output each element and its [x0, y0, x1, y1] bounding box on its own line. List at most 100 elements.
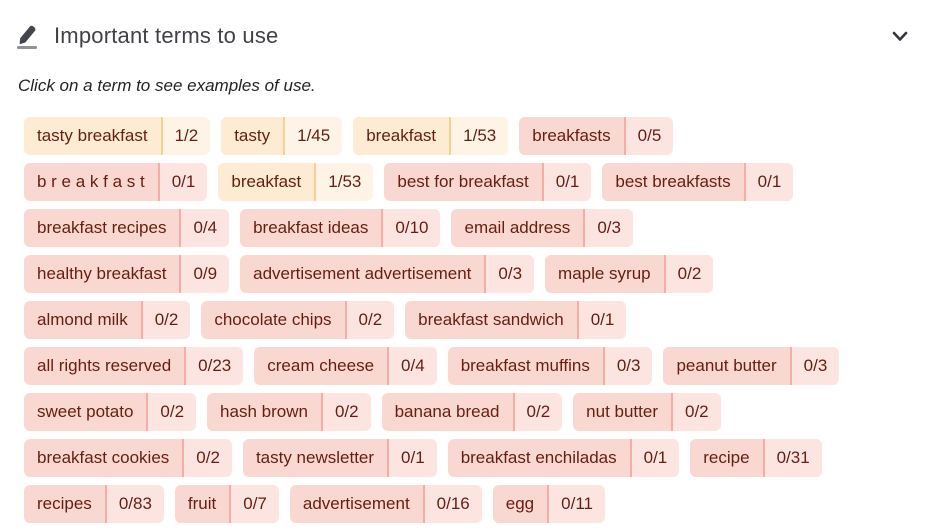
- term-label: banana bread: [381, 393, 513, 431]
- term-chip[interactable]: breakfast ideas 0/10: [240, 209, 441, 247]
- term-chip[interactable]: best for breakfast 0/1: [384, 163, 592, 201]
- term-count: 0/2: [182, 439, 232, 477]
- term-label: best for breakfast: [384, 163, 542, 201]
- term-count: 0/4: [179, 209, 230, 247]
- term-count: 0/1: [387, 439, 437, 477]
- term-count: 0/3: [583, 209, 633, 247]
- term-label: best breakfasts: [602, 163, 744, 201]
- term-count: 0/1: [541, 163, 592, 201]
- term-label: almond milk: [24, 301, 141, 339]
- chevron-down-icon[interactable]: [886, 22, 914, 50]
- term-chip[interactable]: hash brown 0/2: [207, 393, 371, 431]
- term-label: recipe: [690, 439, 763, 477]
- term-chip[interactable]: banana bread 0/2: [381, 393, 563, 431]
- term-count: 1/53: [314, 163, 374, 201]
- term-chip[interactable]: chocolate chips 0/2: [201, 301, 395, 339]
- term-label: hash brown: [207, 393, 321, 431]
- term-count: 0/1: [629, 439, 680, 477]
- term-chip[interactable]: breakfasts 0/5: [519, 117, 674, 155]
- term-chip[interactable]: nut butter 0/2: [573, 393, 721, 431]
- term-chip[interactable]: breakfast sandwich 0/1: [405, 301, 627, 339]
- term-chip[interactable]: best breakfasts 0/1: [602, 163, 794, 201]
- term-count: 0/3: [602, 347, 653, 385]
- term-label: b r e a k f a s t: [24, 163, 158, 201]
- term-count: 0/2: [320, 393, 371, 431]
- term-row: sweet potato 0/2 hash brown 0/2 banana bread…: [24, 393, 916, 431]
- term-chip[interactable]: maple syrup 0/2: [545, 255, 714, 293]
- term-count: 0/31: [762, 439, 822, 477]
- term-label: breakfast recipes: [24, 209, 180, 247]
- term-chip[interactable]: tasty newsletter 0/1: [242, 439, 437, 477]
- term-label: breakfast: [218, 163, 315, 201]
- term-chip[interactable]: breakfast cookies 0/2: [24, 439, 232, 477]
- term-label: breakfast muffins: [447, 347, 603, 385]
- term-chip[interactable]: peanut butter 0/3: [663, 347, 840, 385]
- term-label: tasty: [221, 117, 284, 155]
- term-chip[interactable]: breakfast enchiladas 0/1: [447, 439, 680, 477]
- term-count: 0/1: [157, 163, 208, 201]
- term-chip[interactable]: advertisement advertisement 0/3: [240, 255, 535, 293]
- term-count: 1/53: [449, 117, 509, 155]
- term-label: advertisement: [289, 485, 423, 523]
- term-row: breakfast cookies 0/2 tasty newsletter 0/1 b…: [24, 439, 916, 477]
- term-row: b r e a k f a s t 0/1 breakfast 1/53 best fo…: [24, 163, 916, 201]
- term-label: nut butter: [573, 393, 671, 431]
- term-count: 0/2: [663, 255, 714, 293]
- term-chip[interactable]: recipe 0/31: [690, 439, 822, 477]
- term-row: all rights reserved 0/23 cream cheese 0/4 br…: [24, 347, 916, 385]
- term-label: breakfast cookies: [24, 439, 183, 477]
- term-label: healthy breakfast: [24, 255, 180, 293]
- term-chip[interactable]: fruit 0/7: [174, 485, 279, 523]
- term-count: 0/2: [140, 301, 191, 339]
- term-chip[interactable]: breakfast recipes 0/4: [24, 209, 230, 247]
- panel-title: Important terms to use: [54, 23, 279, 48]
- pencil-icon: [14, 23, 40, 49]
- terms-list: tasty breakfast 1/2 tasty 1/45 breakfast 1/53…: [0, 96, 930, 523]
- term-chip[interactable]: tasty breakfast 1/2: [24, 117, 211, 155]
- term-chip[interactable]: breakfast muffins 0/3: [447, 347, 653, 385]
- term-count: 0/9: [179, 255, 230, 293]
- term-label: chocolate chips: [201, 301, 345, 339]
- term-chip[interactable]: cream cheese 0/4: [254, 347, 437, 385]
- term-chip[interactable]: egg 0/11: [492, 485, 605, 523]
- term-count: 0/2: [344, 301, 395, 339]
- term-count: 1/45: [283, 117, 343, 155]
- instruction-text: Click on a term to see examples of use.: [18, 76, 316, 95]
- term-chip[interactable]: breakfast 1/53: [218, 163, 374, 201]
- term-label: recipes: [24, 485, 105, 523]
- term-label: peanut butter: [663, 347, 790, 385]
- term-chip[interactable]: advertisement 0/16: [289, 485, 482, 523]
- term-row: almond milk 0/2 chocolate chips 0/2 breakfas…: [24, 301, 916, 339]
- term-label: breakfasts: [519, 117, 624, 155]
- term-chip[interactable]: tasty 1/45: [221, 117, 343, 155]
- term-row: recipes 0/83 fruit 0/7 advertisement 0/16 egg 0…: [24, 485, 916, 523]
- term-count: 0/2: [670, 393, 721, 431]
- term-chip[interactable]: sweet potato 0/2: [24, 393, 197, 431]
- term-count: 0/4: [387, 347, 437, 385]
- term-chip[interactable]: healthy breakfast 0/9: [24, 255, 230, 293]
- term-label: email address: [451, 209, 584, 247]
- term-label: sweet potato: [24, 393, 147, 431]
- term-row: tasty breakfast 1/2 tasty 1/45 breakfast 1/53…: [24, 117, 916, 155]
- term-count: 0/3: [789, 347, 840, 385]
- term-chip[interactable]: recipes 0/83: [24, 485, 164, 523]
- term-count: 0/1: [576, 301, 627, 339]
- term-chip[interactable]: all rights reserved 0/23: [24, 347, 244, 385]
- term-count: 0/83: [104, 485, 164, 523]
- term-chip[interactable]: breakfast 1/53: [353, 117, 509, 155]
- term-label: breakfast sandwich: [405, 301, 577, 339]
- term-count: 0/5: [623, 117, 674, 155]
- term-label: cream cheese: [254, 347, 388, 385]
- term-count: 0/16: [422, 485, 482, 523]
- term-label: tasty breakfast: [24, 117, 161, 155]
- term-count: 0/10: [381, 209, 441, 247]
- term-chip[interactable]: b r e a k f a s t 0/1: [24, 163, 208, 201]
- term-label: egg: [492, 485, 548, 523]
- panel-header: Important terms to use: [0, 0, 930, 52]
- term-count: 0/23: [184, 347, 244, 385]
- term-chip[interactable]: almond milk 0/2: [24, 301, 191, 339]
- term-count: 0/3: [484, 255, 535, 293]
- term-chip[interactable]: email address 0/3: [451, 209, 633, 247]
- term-row: breakfast recipes 0/4 breakfast ideas 0/10 e…: [24, 209, 916, 247]
